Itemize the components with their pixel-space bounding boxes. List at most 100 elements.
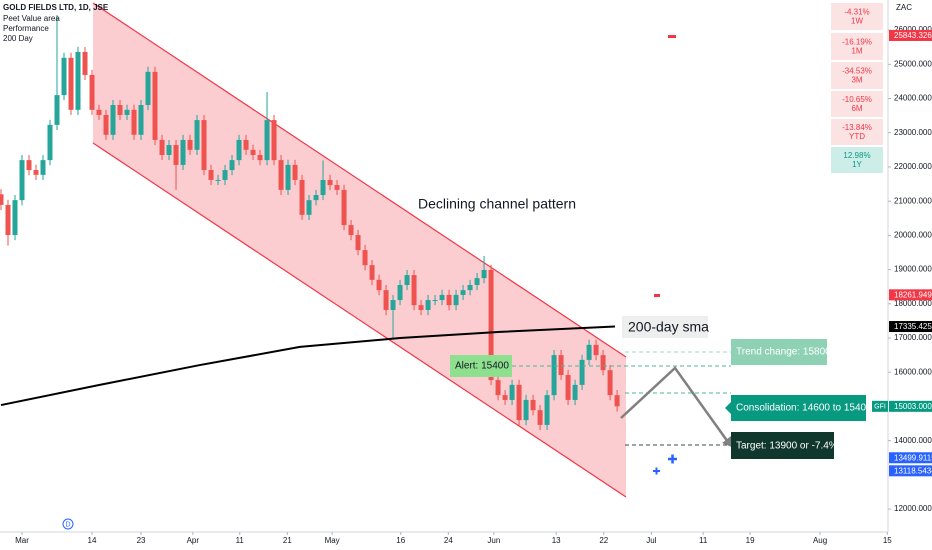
candle-body [131,109,137,135]
candle-body [180,139,186,165]
y-tick-label: 16000.0000 [894,367,932,376]
candle-body [327,179,333,186]
x-tick-label: Mar [15,536,29,545]
x-tick-label: May [325,536,340,545]
candle-body [467,284,473,291]
performance-cell [831,33,883,60]
candle-body [145,71,151,106]
legend-item: 200 Day [3,34,33,43]
candle-body [201,120,207,171]
candle-body [341,189,347,226]
x-tick-label: 11 [699,536,708,545]
x-tick-label: Apr [187,536,200,545]
y-tick-label: 24000.0000 [894,94,932,103]
x-tick-label: Jul [646,536,656,545]
price-tag-label: 17335.4259 [894,322,932,331]
candle-body [124,109,130,115]
marker [668,35,676,38]
x-tick-label: 19 [746,536,755,545]
y-tick-label: 25000.0000 [894,59,932,68]
candle-body [222,170,228,180]
candle-body [26,160,32,171]
marker [668,454,677,464]
candle-body [173,145,179,165]
performance-period: 1M [851,47,862,56]
price-tag-label: 15003.0000 [894,402,932,411]
candle-body [229,160,235,171]
candle-body [215,179,221,181]
price-tag [889,321,932,333]
candle-body [320,179,326,196]
candle-body [390,300,396,310]
candle-body [586,344,592,360]
candle-body [418,305,424,310]
y-tick-label: 17000.0000 [894,333,932,342]
sma-line [0,325,616,407]
candle-body [96,109,102,115]
performance-change: -13.84% [842,123,872,132]
candle-body [509,384,515,400]
symbol-label: GFI [874,404,886,411]
candle-body [565,374,571,400]
legend-item: Peet Value area [3,14,60,23]
dividend-label: D [65,521,70,528]
candle-body [5,204,11,236]
candle-body [600,355,606,371]
candle-body [0,194,4,205]
performance-change: -4.31% [844,8,869,17]
candle-body [460,290,466,295]
candle-body [607,370,613,396]
channel-label: Declining channel pattern [418,196,576,212]
consolidation-box [731,395,866,421]
price-tag [889,465,932,477]
candle-body [117,105,123,115]
x-tick-label: Jun [487,536,500,545]
candle-body [292,164,298,180]
y-tick-label: 18000.0000 [894,299,932,308]
x-tick-label: Aug [813,536,827,545]
legend-title: GOLD FIELDS LTD, 1D, JSE [3,3,109,12]
y-tick-label: 19000.0000 [894,265,932,274]
marker [654,294,660,297]
candle-body [383,290,389,310]
performance-cell [831,147,883,173]
candle-body [243,139,249,150]
x-tick-label: 14 [88,536,97,545]
candle-body [355,235,361,251]
symbol-tag [872,400,888,412]
candle-body [453,294,459,306]
performance-cell [831,62,883,89]
dividend-icon [62,518,74,530]
candle-body [488,269,494,381]
candle-body [369,265,375,280]
candle-body [19,160,25,201]
y-tick-label: 12000.0000 [894,504,932,513]
y-tick-label: 22000.0000 [894,162,932,171]
sma-label: 200-day sma [628,319,709,335]
x-tick-label: 16 [396,536,405,545]
candle-body [523,399,529,421]
price-tag-label: 25843.3266 [894,31,932,40]
trend-label: Trend change: 15800 [736,347,831,358]
target-box [731,432,834,459]
candle-body [82,52,88,75]
candle-body [313,195,319,201]
consolidation-label: Consolidation: 14600 to 15400 [736,403,872,414]
price-tag-label: 13499.9115 [894,453,932,462]
candle-body [446,294,452,306]
candle-body [61,57,67,96]
candle-body [236,139,242,161]
candle-body [271,120,277,161]
candle-body [481,269,487,279]
performance-change: 12.98% [843,151,870,160]
candle-body [208,170,214,180]
y-tick-label: 14000.0000 [894,436,932,445]
candle-body [502,395,508,400]
channel-lower [92,142,627,498]
x-tick-label: 21 [283,536,292,545]
candle-body [306,200,312,215]
candle-body [40,160,46,175]
candle-body [159,139,165,155]
candle-body [33,170,39,175]
